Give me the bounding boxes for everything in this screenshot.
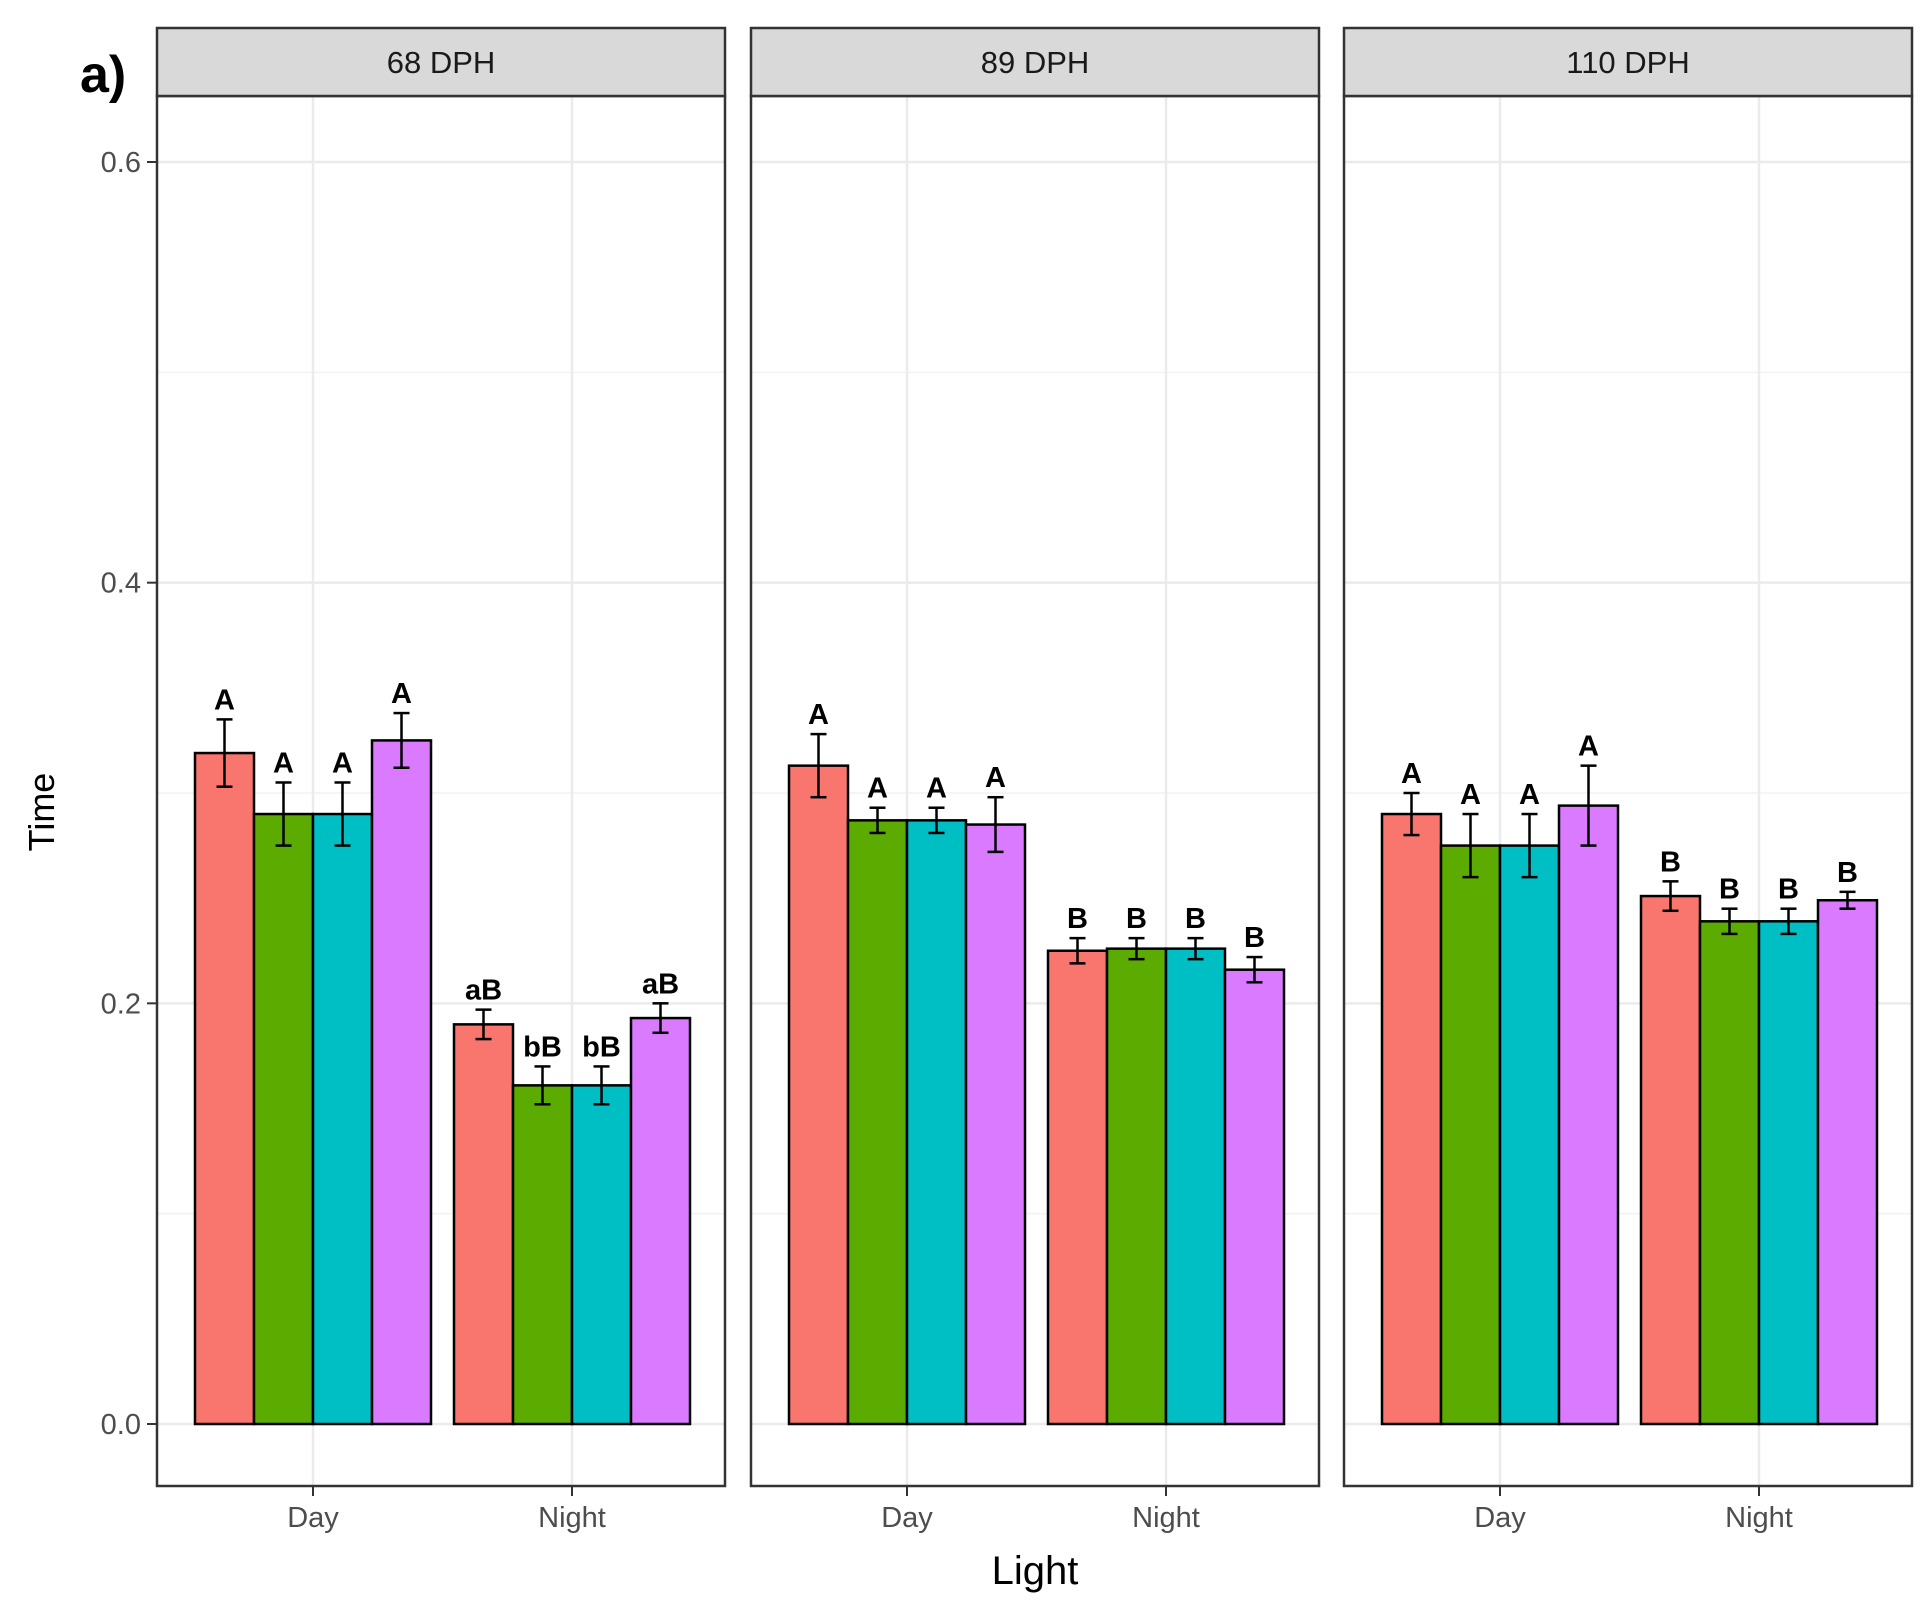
significance-label: aB: [642, 968, 679, 1000]
significance-label: A: [332, 747, 353, 779]
significance-label: bB: [582, 1031, 621, 1063]
bar: [1439, 844, 1502, 1426]
significance-label: B: [1244, 922, 1265, 954]
bar: [511, 1084, 574, 1426]
bar: [1223, 968, 1286, 1426]
bar: [193, 751, 256, 1426]
x-tick-label: Day: [1474, 1502, 1526, 1534]
x-tick-label: Night: [1725, 1502, 1793, 1534]
bar: [311, 812, 374, 1426]
bar: [452, 1023, 515, 1426]
bar: [787, 764, 850, 1426]
significance-label: bB: [523, 1031, 562, 1063]
bar: [1164, 947, 1227, 1426]
bar: [1757, 920, 1820, 1426]
facet-strip-title: 89 DPH: [981, 45, 1090, 80]
x-axis-title: Light: [992, 1549, 1079, 1593]
significance-label: B: [1719, 874, 1740, 906]
significance-label: B: [1660, 846, 1681, 878]
bar: [252, 812, 315, 1426]
y-axis: 0.0 0.2 0.4 0.6: [101, 147, 157, 1441]
x-tick-label: Night: [1132, 1502, 1200, 1534]
facet-strip-title: 68 DPH: [387, 45, 496, 80]
y-tick-label: 0.6: [101, 147, 141, 179]
significance-label: B: [1837, 857, 1858, 889]
bar: [905, 819, 968, 1426]
bar: [1046, 949, 1109, 1426]
y-tick-label: 0.2: [101, 988, 141, 1020]
significance-label: A: [1578, 731, 1599, 763]
bar: [1639, 894, 1702, 1426]
significance-label: B: [1778, 874, 1799, 906]
significance-label: A: [1460, 779, 1481, 811]
significance-label: A: [1401, 758, 1422, 790]
facet-panel: A A A A Day aB bB bB aB Night 68 DPH: [155, 26, 727, 1534]
bar: [1816, 899, 1879, 1426]
bar: [964, 823, 1027, 1426]
y-tick-label: 0.4: [101, 568, 141, 600]
figure-label: a): [80, 46, 126, 104]
facet-strip: [749, 26, 1321, 98]
bar: [1498, 844, 1561, 1426]
x-tick-label: Day: [287, 1502, 339, 1534]
facet-strip: [1342, 26, 1914, 98]
bar: [1380, 812, 1443, 1426]
x-tick-label: Day: [881, 1502, 933, 1534]
significance-label: aB: [465, 975, 502, 1007]
significance-label: A: [985, 762, 1006, 794]
significance-label: A: [214, 684, 235, 716]
significance-label: A: [808, 699, 829, 731]
significance-label: B: [1185, 903, 1206, 935]
facet-strip-title: 110 DPH: [1566, 45, 1690, 80]
bar: [629, 1016, 692, 1426]
bar: [1105, 947, 1168, 1426]
facet-strip: [155, 26, 727, 98]
x-tick-label: Night: [538, 1502, 606, 1534]
significance-label: A: [926, 773, 947, 805]
significance-label: A: [867, 773, 888, 805]
significance-label: A: [391, 678, 412, 710]
facet-panel: A A A A Day B B B B Night 89 DPH: [749, 26, 1321, 1534]
facet-panel: A A A A Day B B B B Night 110 DPH: [1342, 26, 1914, 1534]
bar: [1557, 804, 1620, 1426]
y-axis-title: Time: [21, 773, 62, 852]
significance-label: A: [273, 747, 294, 779]
bar: [1698, 920, 1761, 1426]
significance-label: A: [1519, 779, 1540, 811]
significance-label: B: [1126, 903, 1147, 935]
significance-label: B: [1067, 903, 1088, 935]
y-tick-label: 0.0: [101, 1409, 141, 1441]
bar: [846, 819, 909, 1426]
bar: [570, 1084, 633, 1426]
facet-panels: A A A A Day aB bB bB aB Night 68 DPH A A A A Day B B B B Nig…: [155, 26, 1914, 1534]
bar: [370, 739, 433, 1426]
